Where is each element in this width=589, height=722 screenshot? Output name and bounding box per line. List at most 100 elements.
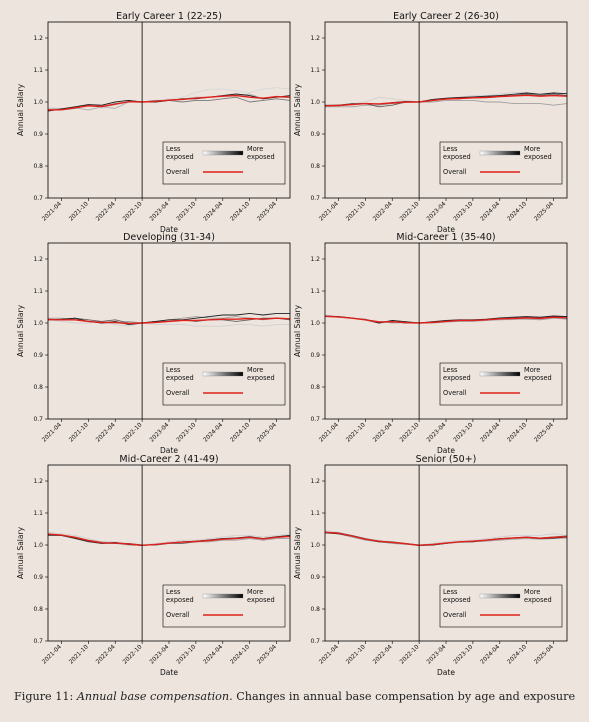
x-tick-label: 2023-10 bbox=[176, 644, 198, 666]
x-tick-label: 2022-10 bbox=[122, 644, 144, 666]
x-tick-label: 2023-10 bbox=[453, 422, 475, 444]
x-tick-label: 2023-10 bbox=[453, 201, 475, 223]
y-tick-label: 0.7 bbox=[310, 195, 320, 202]
x-tick-label: 2021-04 bbox=[41, 422, 63, 444]
y-axis-label: Annual Salary bbox=[293, 526, 302, 579]
y-tick-label: 0.9 bbox=[310, 574, 320, 581]
plot-frame bbox=[47, 21, 291, 199]
chart-title: Mid-Career 1 (35-40) bbox=[396, 232, 495, 243]
x-tick-label: 2024-04 bbox=[203, 201, 225, 223]
x-tick-label: 2022-04 bbox=[95, 644, 117, 666]
y-tick-label: 0.9 bbox=[310, 352, 320, 359]
legend-less-label: Less bbox=[166, 588, 181, 596]
series-line-5 bbox=[324, 315, 568, 324]
y-tick-label: 0.8 bbox=[33, 606, 43, 613]
y-tick-label: 1.2 bbox=[310, 256, 320, 263]
caption-text: Changes in annual base compensation by a… bbox=[236, 690, 576, 703]
y-tick-label: 1.1 bbox=[33, 288, 43, 295]
x-tick-label: 2023-04 bbox=[149, 201, 171, 223]
x-tick-label: 2022-04 bbox=[372, 201, 394, 223]
y-tick-label: 0.7 bbox=[33, 195, 43, 202]
y-tick-label: 1.2 bbox=[33, 256, 43, 263]
legend-gradient-swatch bbox=[202, 371, 244, 377]
series-line-1 bbox=[47, 531, 291, 546]
y-axis-label: Annual Salary bbox=[293, 83, 302, 136]
y-tick-label: 1.0 bbox=[33, 320, 43, 327]
legend-overall-label: Overall bbox=[443, 168, 467, 176]
chart-panel-3: Developing (31-34) 0.7 0.8 0.9 1.0 1.1 1.2 2021… bbox=[16, 232, 291, 455]
legend-overall-label: Overall bbox=[166, 389, 190, 397]
series-line-4 bbox=[47, 93, 291, 112]
x-tick-label: 2023-04 bbox=[426, 644, 448, 666]
legend-more-label: More bbox=[524, 588, 540, 596]
plot-frame bbox=[324, 21, 568, 199]
legend-less-label: Less bbox=[166, 366, 181, 374]
y-tick-label: 0.8 bbox=[33, 163, 43, 170]
y-tick-label: 0.8 bbox=[310, 606, 320, 613]
x-tick-label: 2024-10 bbox=[230, 644, 252, 666]
legend-gradient-swatch bbox=[479, 593, 521, 599]
x-tick-label: 2021-10 bbox=[345, 201, 367, 223]
x-tick-label: 2021-04 bbox=[318, 644, 340, 666]
y-tick-label: 0.8 bbox=[33, 384, 43, 391]
x-axis-label: Date bbox=[437, 225, 455, 234]
x-tick-label: 2025-04 bbox=[257, 422, 279, 444]
legend-less-label: exposed bbox=[166, 374, 194, 382]
legend-less-label: exposed bbox=[166, 153, 194, 161]
legend-overall-label: Overall bbox=[166, 611, 190, 619]
series-line-5 bbox=[47, 317, 291, 325]
x-tick-label: 2021-04 bbox=[318, 201, 340, 223]
series-line-5 bbox=[324, 531, 568, 547]
x-tick-label: 2021-04 bbox=[318, 422, 340, 444]
legend-gradient-swatch bbox=[479, 150, 521, 156]
figure-caption: Figure 11: Annual base compensation. Cha… bbox=[14, 690, 579, 703]
legend-gradient-swatch bbox=[202, 593, 244, 599]
x-tick-label: 2022-10 bbox=[122, 201, 144, 223]
y-tick-label: 0.7 bbox=[33, 416, 43, 423]
legend-more-label: More bbox=[247, 366, 263, 374]
legend-more-label: exposed bbox=[247, 596, 275, 604]
y-tick-label: 1.1 bbox=[33, 510, 43, 517]
x-tick-label: 2025-04 bbox=[534, 644, 556, 666]
y-tick-label: 1.1 bbox=[33, 67, 43, 74]
y-tick-label: 0.9 bbox=[310, 131, 320, 138]
x-tick-label: 2024-10 bbox=[230, 201, 252, 223]
y-tick-label: 1.0 bbox=[310, 320, 320, 327]
x-tick-label: 2022-10 bbox=[399, 422, 421, 444]
x-axis-label: Date bbox=[160, 225, 178, 234]
plot-frame bbox=[324, 464, 568, 642]
y-tick-label: 1.1 bbox=[310, 510, 320, 517]
legend-less-label: Less bbox=[166, 145, 181, 153]
plot-frame bbox=[47, 242, 291, 420]
y-tick-label: 0.8 bbox=[310, 163, 320, 170]
x-tick-label: 2023-04 bbox=[149, 422, 171, 444]
x-tick-label: 2021-10 bbox=[68, 644, 90, 666]
y-axis-label: Annual Salary bbox=[16, 526, 25, 579]
caption-title: Annual base compensation. bbox=[76, 690, 233, 703]
x-tick-label: 2024-10 bbox=[507, 422, 529, 444]
legend-more-label: More bbox=[247, 588, 263, 596]
y-tick-label: 1.2 bbox=[33, 35, 43, 42]
y-axis-label: Annual Salary bbox=[293, 304, 302, 357]
y-tick-label: 1.0 bbox=[310, 542, 320, 549]
legend-less-label: Less bbox=[443, 145, 458, 153]
legend-box bbox=[439, 141, 563, 185]
chart-panel-1: Early Career 1 (22-25) 0.7 0.8 0.9 1.0 1.1 1.2… bbox=[16, 11, 291, 234]
chart-panel-4: Mid-Career 1 (35-40) 0.7 0.8 0.9 1.0 1.1 1.2 20… bbox=[293, 232, 568, 455]
legend-gradient-swatch bbox=[479, 371, 521, 377]
x-tick-label: 2025-04 bbox=[534, 201, 556, 223]
legend-box bbox=[162, 584, 286, 628]
chart-title: Early Career 1 (22-25) bbox=[116, 11, 222, 22]
chart-title: Mid-Career 2 (41-49) bbox=[119, 454, 218, 465]
x-tick-label: 2022-10 bbox=[399, 644, 421, 666]
legend-more-label: More bbox=[524, 145, 540, 153]
y-tick-label: 0.7 bbox=[310, 416, 320, 423]
x-tick-label: 2024-10 bbox=[507, 644, 529, 666]
legend-more-label: exposed bbox=[247, 374, 275, 382]
x-tick-label: 2023-04 bbox=[149, 644, 171, 666]
